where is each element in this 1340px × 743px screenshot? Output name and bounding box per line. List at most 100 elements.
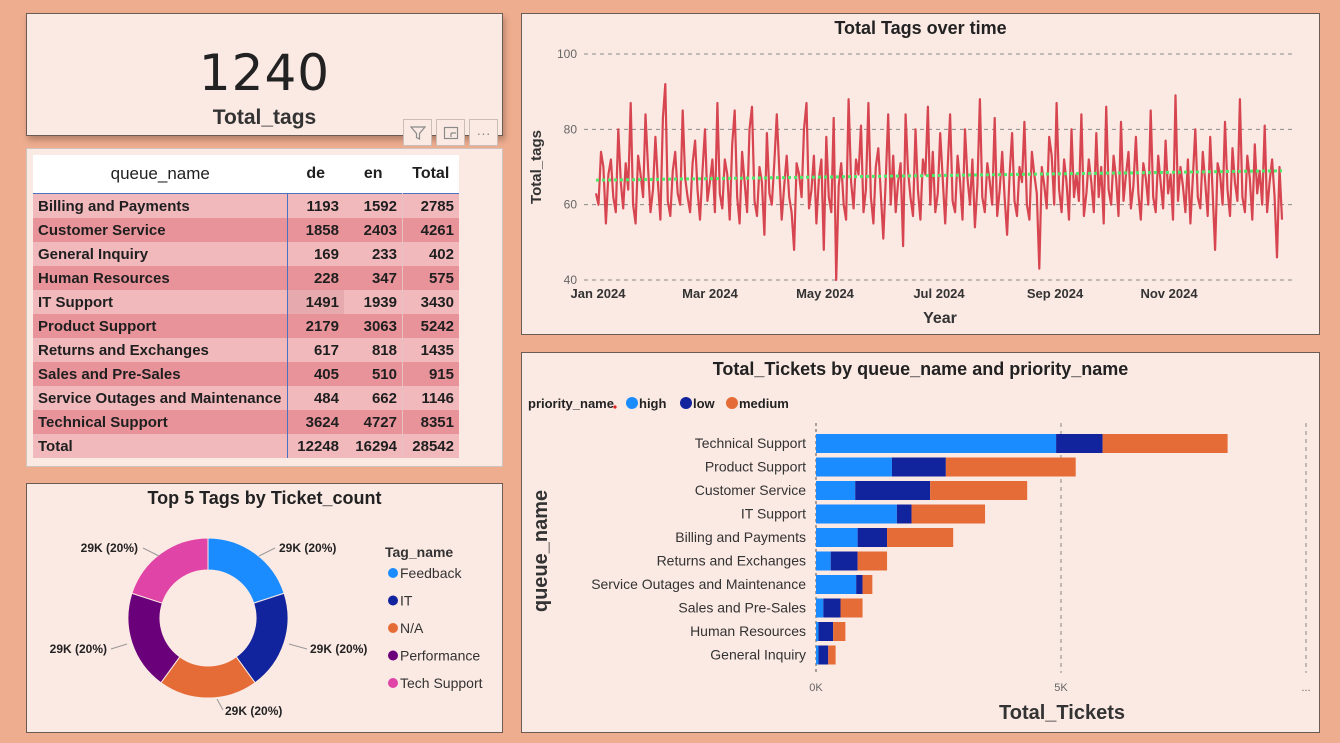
kpi-card[interactable]: 1240 Total_tags [26, 13, 503, 136]
table-row[interactable]: General Inquiry 169 233 402 [33, 242, 459, 266]
cell-de: 2179 [287, 314, 344, 338]
cell-de: 228 [287, 266, 344, 290]
focus-mode-button[interactable] [436, 119, 465, 146]
cell-de: 3624 [287, 410, 344, 434]
legend-item: Performance [400, 648, 480, 664]
bar-segment-high [816, 575, 857, 594]
cell-total: 8351 [402, 410, 459, 434]
table-row[interactable]: Customer Service 1858 2403 4261 [33, 218, 459, 242]
x-axis-title: Total_Tickets [999, 702, 1125, 724]
bar-segment-high [816, 622, 819, 641]
bar-segment-high [816, 598, 824, 618]
data-label-leader [288, 643, 308, 650]
bar-segment-low [1056, 434, 1103, 453]
x-tick-label: May 2024 [796, 286, 855, 301]
legend-marker [388, 568, 398, 578]
total-grand: 28542 [402, 434, 459, 458]
category-label: Returns and Exchanges [657, 553, 806, 569]
bar-segment-low [856, 575, 863, 594]
legend-item: low [693, 396, 716, 411]
more-options-button[interactable]: ··· [469, 119, 498, 146]
kpi-value: 1240 [198, 44, 331, 102]
row-name: Customer Service [33, 218, 288, 242]
column-header-total[interactable]: Total [402, 155, 459, 194]
line-chart-card[interactable]: Total Tags over time 40 60 80 100 Jan 2024 Ma… [521, 13, 1320, 335]
row-name: Human Resources [33, 266, 288, 290]
category-label: Human Resources [690, 623, 806, 639]
x-tick-overflow: ... [1301, 682, 1310, 694]
column-header-queue-name[interactable]: queue_name [33, 155, 288, 194]
bar-segment-medium [1102, 434, 1228, 453]
bar-segment-medium [857, 551, 888, 571]
cell-en: 818 [344, 338, 403, 362]
line-chart: 40 60 80 100 Jan 2024 Mar 2024 May 2024 Jul 202… [528, 47, 1294, 327]
bar-segment-low [896, 504, 912, 524]
cell-total: 1146 [402, 386, 459, 410]
donut-slice-feedback [207, 537, 285, 604]
bar-segment-high [816, 528, 858, 547]
cell-de: 1858 [287, 218, 344, 242]
legend-title: Tag_name [385, 544, 453, 560]
donut-chart-card[interactable]: Top 5 Tags by Ticket_count 29K (20%) 29K … [26, 483, 503, 733]
legend-cursor-dot [613, 405, 617, 409]
cell-en: 4727 [344, 410, 403, 434]
row-name: Product Support [33, 314, 288, 338]
x-tick-label: Jul 2024 [913, 286, 965, 301]
bar-segment-low [855, 481, 931, 500]
category-label: Service Outages and Maintenance [591, 576, 806, 592]
cell-de: 405 [287, 362, 344, 386]
table-row[interactable]: Sales and Pre-Sales 405 510 915 [33, 362, 459, 386]
legend-title: priority_name [528, 396, 614, 411]
matrix-header-row: queue_name de en Total [33, 155, 459, 194]
table-row[interactable]: IT Support 1491 1939 3430 [33, 290, 459, 314]
y-axis-title: Total_tags [528, 130, 545, 204]
donut-chart-title: Top 5 Tags by Ticket_count [147, 488, 382, 508]
bar-segment-medium [833, 622, 846, 641]
bar-segment-high [816, 481, 856, 500]
cell-en: 347 [344, 266, 403, 290]
table-row[interactable]: Product Support 2179 3063 5242 [33, 314, 459, 338]
y-tick-label: 80 [564, 122, 578, 136]
legend-item: Feedback [400, 565, 462, 581]
legend-marker [388, 650, 398, 661]
x-tick-label: 5K [1054, 682, 1068, 694]
bar-segment-high [816, 504, 897, 524]
category-label: Billing and Payments [675, 529, 806, 545]
cell-de: 1193 [287, 193, 344, 218]
table-row[interactable]: Billing and Payments 1193 1592 2785 [33, 193, 459, 218]
table-row[interactable]: Human Resources 228 347 575 [33, 266, 459, 290]
cell-en: 510 [344, 362, 403, 386]
bar-chart-card[interactable]: Total_Tickets by queue_name and priority… [521, 352, 1320, 733]
cell-en: 1592 [344, 193, 403, 218]
x-tick-label: 0K [809, 682, 823, 694]
table-row[interactable]: Returns and Exchanges 617 818 1435 [33, 338, 459, 362]
cell-total: 3430 [402, 290, 459, 314]
row-name: IT Support [33, 290, 288, 314]
line-chart-title: Total Tags over time [834, 18, 1007, 38]
bar-segment-medium [945, 457, 1076, 477]
queue-language-matrix: queue_name de en Total Billing and Payme… [33, 155, 459, 458]
legend-item: IT [400, 593, 413, 609]
bar-chart-title: Total_Tickets by queue_name and priority… [712, 359, 1129, 379]
row-name: Sales and Pre-Sales [33, 362, 288, 386]
kpi-label: Total_tags [212, 106, 317, 129]
donut-chart: 29K (20%) 29K (20%) 29K (20%) 29K (20%) 29K … [50, 537, 483, 718]
matrix-body: Billing and Payments 1193 1592 2785 Customer… [33, 193, 459, 458]
column-header-en[interactable]: en [344, 155, 403, 194]
column-header-de[interactable]: de [287, 155, 344, 194]
cell-de: 484 [287, 386, 344, 410]
table-row[interactable]: Service Outages and Maintenance 484 662 114… [33, 386, 459, 410]
cell-total: 402 [402, 242, 459, 266]
cell-total: 1435 [402, 338, 459, 362]
filter-button[interactable] [403, 119, 432, 146]
cell-de: 169 [287, 242, 344, 266]
bar-segment-high [816, 645, 819, 665]
row-name: Returns and Exchanges [33, 338, 288, 362]
table-row[interactable]: Technical Support 3624 4727 8351 [33, 410, 459, 434]
bar-segment-high [816, 551, 831, 571]
legend-marker [388, 678, 398, 688]
x-tick-label: Sep 2024 [1027, 286, 1084, 301]
x-tick-label: Nov 2024 [1140, 286, 1198, 301]
cell-de: 1491 [287, 290, 344, 314]
matrix-card[interactable]: queue_name de en Total Billing and Payme… [26, 148, 503, 467]
